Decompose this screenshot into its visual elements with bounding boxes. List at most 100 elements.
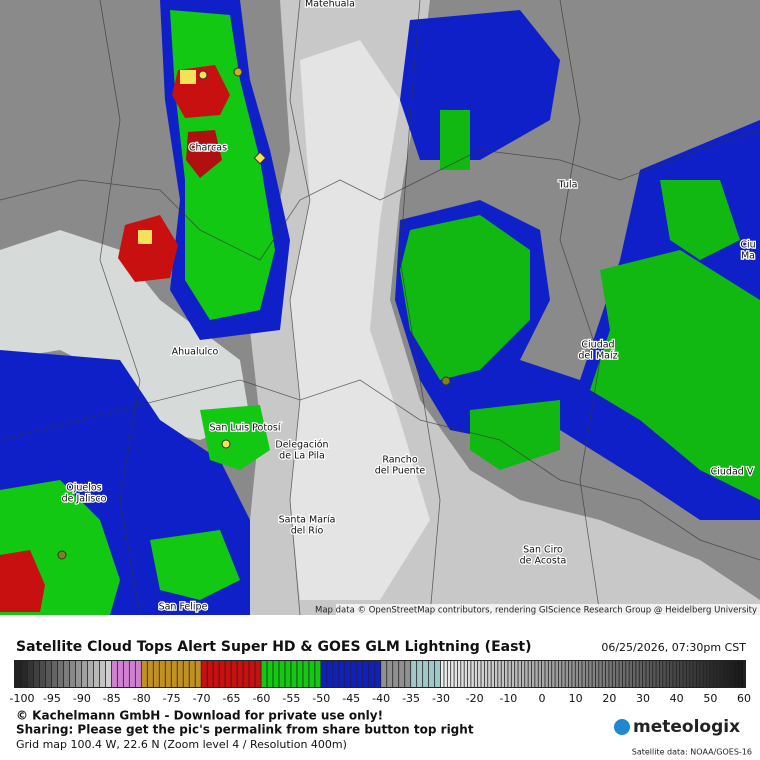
- colorbar-cell: [710, 661, 713, 687]
- cold-tops-red: [118, 215, 178, 282]
- lightning: [57, 550, 67, 560]
- colorbar-cell: [285, 661, 291, 687]
- colorbar-tick-label: 50: [703, 692, 717, 705]
- place-label: Tula: [558, 180, 578, 191]
- place-label: de Jalisco: [62, 494, 107, 505]
- colorbar-cell: [605, 661, 609, 687]
- colorbar-cell: [562, 661, 565, 687]
- colorbar-cell: [504, 661, 508, 687]
- colorbar-tick-label: -80: [133, 692, 151, 705]
- colorbar-cell: [81, 661, 88, 687]
- colorbar-cell: [646, 661, 649, 687]
- colorbar-cell: [730, 661, 734, 687]
- colorbar-tick-label: -60: [252, 692, 270, 705]
- colorbar-cell: [572, 661, 575, 687]
- place-label: Rancho: [382, 455, 417, 466]
- colorbar-cell: [643, 661, 646, 687]
- colorbar-cell: [602, 661, 606, 687]
- copyright: © Kachelmann GmbH - Download for private…: [16, 709, 383, 723]
- place-label: Ahualulco: [172, 347, 219, 358]
- place-label: Ciu: [740, 240, 755, 251]
- brand-logo: [614, 719, 630, 735]
- colorbar-cell: [201, 661, 207, 687]
- colorbar-cell: [481, 661, 484, 687]
- colorbar-cell: [579, 661, 582, 687]
- colorbar-cell: [435, 661, 441, 687]
- colorbar-cell: [87, 661, 94, 687]
- colorbar-cell: [123, 661, 129, 687]
- cold-tops-green: [470, 400, 560, 470]
- colorbar-cell: [99, 661, 105, 687]
- place-label: del Maíz: [578, 351, 617, 362]
- sharing-note: Sharing: Please get the pic's permalink …: [16, 723, 474, 737]
- colorbar-cell: [653, 661, 656, 687]
- colorbar-cell: [291, 661, 297, 687]
- place-label: del Puente: [375, 466, 426, 477]
- place-label: Santa María: [279, 515, 336, 526]
- colorbar-cell: [393, 661, 399, 687]
- colorbar-cell: [693, 661, 697, 687]
- colorbar-cell: [666, 661, 670, 687]
- colorbar-cell: [599, 661, 602, 687]
- colorbar-cell: [733, 661, 737, 687]
- colorbar-cell: [189, 661, 195, 687]
- colorbar-tick-label: -90: [73, 692, 91, 705]
- colorbar-cell: [441, 661, 444, 687]
- colorbar-cell: [22, 661, 28, 687]
- colorbar-cell: [511, 661, 515, 687]
- colorbar-cell: [552, 661, 555, 687]
- place-label: de Acosta: [520, 556, 567, 567]
- colorbar-cell: [111, 661, 117, 687]
- cold-tops-green: [660, 180, 740, 260]
- place-label: Ojuelos: [66, 483, 101, 494]
- lightning-marks: [57, 67, 451, 560]
- colorbar-cell: [457, 661, 461, 687]
- cold-tops-yellow: [180, 70, 196, 84]
- colorbar-cell: [649, 661, 653, 687]
- colorbar-cell: [141, 661, 147, 687]
- colorbar-cell: [381, 661, 387, 687]
- colorbar-cell: [703, 661, 707, 687]
- colorbar-cell: [508, 661, 511, 687]
- colorbar-cell: [159, 661, 165, 687]
- legend-datetime: 06/25/2026, 07:30pm CST: [601, 641, 746, 654]
- colorbar-cell: [321, 661, 327, 687]
- colorbar-tick-label: -75: [163, 692, 181, 705]
- colorbar-cell: [494, 661, 498, 687]
- colorbar-cell: [333, 661, 339, 687]
- boundaries: [0, 0, 760, 615]
- colorbar-cell: [582, 661, 585, 687]
- colorbar-cell: [706, 661, 710, 687]
- place-label: Ma: [741, 251, 755, 262]
- place-label: de La Pila: [279, 451, 325, 462]
- place-label: Matehuala: [305, 0, 355, 10]
- place-label: Ciudad: [581, 340, 614, 351]
- colorbar-tick-label: 40: [670, 692, 684, 705]
- colorbar-cell: [213, 661, 219, 687]
- colorbar-tick-label: -45: [342, 692, 360, 705]
- colorbar-cell: [548, 661, 552, 687]
- colorbar-tick-label: -20: [466, 692, 484, 705]
- colorbar-cell: [575, 661, 579, 687]
- colorbar-cell: [626, 661, 629, 687]
- colorbar-cell: [375, 661, 381, 687]
- colorbar-tick-label: 30: [636, 692, 650, 705]
- colorbar-cell: [740, 661, 744, 687]
- colorbar-cell: [683, 661, 686, 687]
- colorbar-cell: [518, 661, 521, 687]
- colorbar-cell: [501, 661, 505, 687]
- colorbar-cell: [535, 661, 538, 687]
- colorbar-cell: [249, 661, 255, 687]
- lightning: [233, 67, 243, 77]
- colorbar-cell: [117, 661, 123, 687]
- colorbar-cell: [399, 661, 405, 687]
- colorbar-tick-label: -55: [282, 692, 300, 705]
- legend-panel: Satellite Cloud Tops Alert Super HD & GO…: [10, 639, 752, 757]
- cold-tops-green: [150, 530, 240, 600]
- colorbar-cell: [105, 661, 111, 687]
- colorbar-cell: [673, 661, 676, 687]
- colorbar-cell: [723, 661, 727, 687]
- colorbar-cell: [491, 661, 495, 687]
- colorbar-cell: [273, 661, 279, 687]
- brand: meteologix: [633, 717, 740, 737]
